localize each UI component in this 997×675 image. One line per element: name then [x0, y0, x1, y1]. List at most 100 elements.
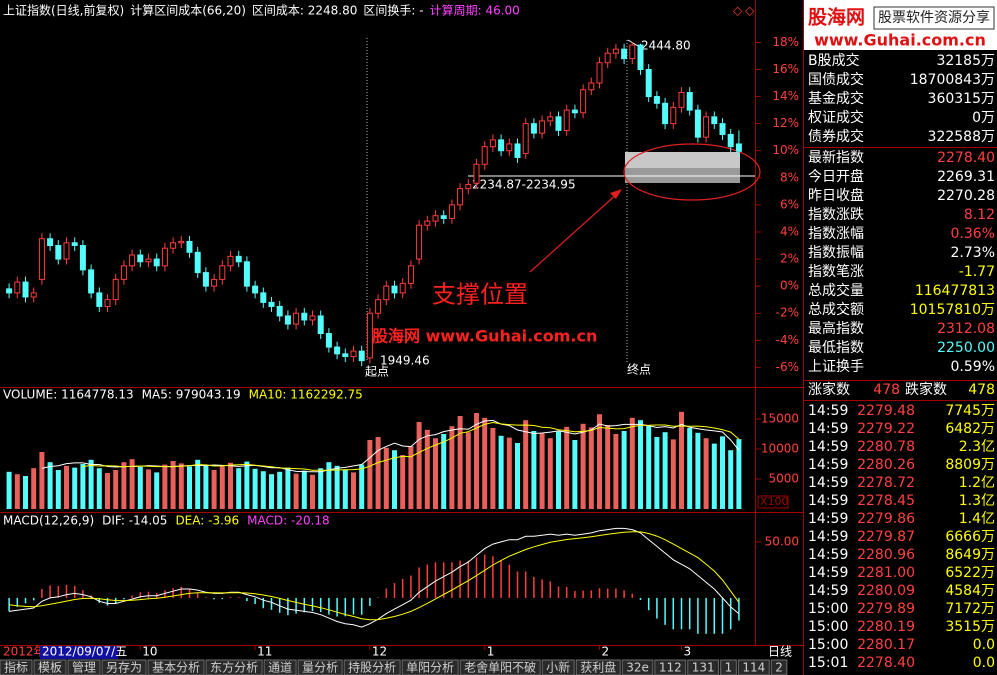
volume-bar [326, 462, 332, 509]
volume-bar [482, 417, 488, 509]
tab-label[interactable]: 小新 [546, 660, 570, 675]
quote-value: 2312.08 [937, 321, 995, 337]
quote-value: 0.59% [951, 359, 995, 375]
breadth-label: 跌家数 [905, 381, 947, 398]
volume-bar [564, 426, 570, 509]
tab-label[interactable]: 持股分析 [348, 660, 396, 675]
volume-bar [465, 432, 471, 509]
tab[interactable] [575, 659, 621, 675]
tick-price: 2279.48 [857, 403, 915, 419]
tab-label[interactable]: 112 [659, 661, 682, 675]
tab[interactable] [459, 659, 541, 675]
tab-label[interactable]: 基本分析 [152, 661, 200, 675]
tab[interactable] [33, 659, 67, 675]
tab-label[interactable]: 2 [775, 661, 783, 675]
tick-volume: 8649万 [945, 547, 995, 563]
tick-price: 2280.09 [857, 583, 915, 599]
tab-label[interactable]: 量分析 [302, 661, 338, 675]
tab-label[interactable]: 指标 [4, 660, 28, 675]
volume-bar [736, 439, 742, 509]
y-tick-label: 16% [772, 62, 799, 76]
quote-label: 最高指数 [808, 320, 864, 337]
tab-label[interactable]: 模板 [38, 661, 62, 675]
quote-value: 2250.00 [937, 340, 995, 356]
tab-label[interactable]: 获利盘 [580, 660, 616, 675]
tab-label[interactable]: 单阳分析 [406, 661, 454, 675]
tab[interactable] [621, 659, 654, 675]
logo-bg [804, 0, 997, 50]
volume-bar [572, 440, 578, 509]
volume-bar [342, 469, 348, 509]
candle-body [506, 143, 513, 152]
y-tick-label: 14% [772, 89, 799, 103]
tab[interactable] [147, 659, 205, 675]
candle-body [186, 240, 193, 253]
arrow [529, 192, 619, 273]
tab[interactable] [737, 659, 770, 675]
candle-body [383, 285, 390, 301]
candle-body [457, 188, 464, 206]
candle-body [399, 282, 406, 294]
tab[interactable] [343, 659, 401, 675]
logo-url[interactable]: www.Guhai.com.cn [814, 31, 986, 50]
tab[interactable] [770, 659, 788, 675]
y-tick-label: 6% [780, 197, 799, 211]
tab-label[interactable]: 32e [626, 661, 649, 675]
candle-body [703, 116, 710, 138]
quote-label: 国债成交 [808, 71, 864, 88]
y-tick-label: 0% [780, 279, 799, 293]
icon[interactable]: ◇ [745, 4, 755, 18]
logo-name[interactable]: 股海网 [808, 6, 865, 29]
tab-label[interactable]: 1 [725, 661, 733, 675]
tab[interactable] [654, 659, 687, 675]
cursor-date: 2012/09/07/五 [42, 645, 127, 659]
arrow-head [610, 189, 622, 199]
tick-time: 15:00 [808, 619, 848, 635]
tick-volume: 0.0 [973, 637, 995, 653]
volume-bar [105, 473, 110, 509]
candle-body [653, 96, 660, 104]
tab-label[interactable]: 114 [742, 661, 765, 675]
tab-label[interactable]: 另存为 [106, 661, 142, 675]
volume-bar [556, 431, 561, 509]
x-tick-label: 1 [487, 645, 495, 659]
tab[interactable] [263, 659, 297, 675]
tick-time: 14:59 [808, 547, 848, 563]
volume-bar [14, 474, 20, 509]
quote-label: 指数涨跌 [808, 207, 864, 223]
quote-value: 10157810万 [910, 302, 995, 318]
tab[interactable] [101, 659, 147, 675]
quote-label: 最低指数 [808, 340, 864, 356]
tab[interactable] [0, 659, 33, 675]
icon[interactable]: ◇ [733, 4, 743, 18]
volume-bar [121, 462, 127, 509]
tab[interactable] [687, 659, 720, 675]
volume-bar [236, 468, 242, 509]
tab[interactable] [297, 659, 343, 675]
tick-volume: 6666万 [945, 529, 995, 545]
tick-price: 2279.87 [857, 529, 915, 545]
volume-bar [621, 431, 627, 509]
tab[interactable] [541, 659, 575, 675]
tab-label[interactable]: 东方分析 [210, 660, 258, 675]
volume-bar [96, 468, 102, 509]
breadth-value: 478 [968, 382, 995, 398]
tick-price: 2280.19 [857, 619, 915, 635]
tab[interactable] [720, 659, 737, 675]
candle-body [719, 123, 726, 135]
volume-bar [178, 463, 184, 509]
tab[interactable] [205, 659, 263, 675]
year-label: 2012年 [3, 645, 46, 659]
tab[interactable] [67, 659, 101, 675]
y-tick-label: 2% [780, 252, 799, 266]
volume-bar [310, 474, 315, 509]
tab-label[interactable]: 老舍单阳不破 [464, 660, 536, 675]
tab-label[interactable]: 通道 [268, 661, 292, 675]
tab-label[interactable]: 管理 [72, 660, 96, 675]
tab-label[interactable]: 131 [692, 661, 715, 675]
tab[interactable] [401, 659, 459, 675]
candle-body [120, 265, 127, 280]
candle-body [686, 91, 693, 111]
quote-value: 116477813 [915, 283, 995, 299]
